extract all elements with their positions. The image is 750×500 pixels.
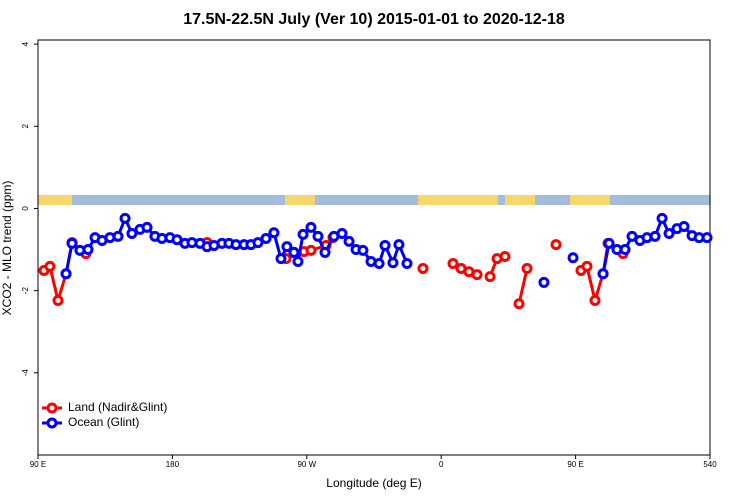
point [119, 212, 131, 224]
point [589, 295, 601, 307]
point [538, 276, 550, 288]
point [447, 258, 459, 270]
point [603, 237, 615, 249]
point [343, 235, 355, 247]
chart-title: 17.5N-22.5N July (Ver 10) 2015-01-01 to … [183, 11, 565, 28]
point [417, 262, 429, 274]
point [126, 228, 138, 240]
point [513, 298, 525, 310]
point [379, 239, 391, 251]
x-tick-label: 180 [166, 460, 180, 469]
legend-label: Land (Nadir&Glint) [68, 400, 167, 414]
legend-label: Ocean (Glint) [68, 415, 139, 429]
point [387, 257, 399, 269]
series-line [43, 236, 624, 307]
y-tick-label: -2 [21, 287, 30, 295]
y-axis-label: XCO2 - MLO trend (ppm) [0, 181, 14, 316]
point [373, 258, 385, 270]
x-axis-label: Longitude (deg E) [326, 476, 421, 490]
point [581, 260, 593, 272]
point [292, 255, 304, 267]
plot-frame [37, 39, 711, 456]
x-tick-label: 90 W [297, 460, 316, 469]
point [319, 246, 331, 258]
point [281, 241, 293, 253]
point [66, 237, 78, 249]
point [357, 244, 369, 256]
point [288, 246, 300, 258]
point [567, 252, 579, 264]
y-tick-label: -4 [21, 369, 30, 377]
point [597, 268, 609, 280]
point [336, 228, 348, 240]
point [471, 269, 483, 281]
point [112, 230, 124, 242]
point [305, 244, 317, 256]
point [297, 228, 309, 240]
point [52, 295, 64, 307]
point [268, 227, 280, 239]
point [260, 232, 272, 244]
legend-marker [46, 402, 58, 414]
x-tick-label: 90 E [30, 460, 46, 469]
y-tick-label: 0 [21, 206, 30, 211]
point [484, 271, 496, 283]
point [663, 228, 675, 240]
point [619, 244, 631, 256]
point [499, 251, 511, 263]
x-tick-label: 540 [703, 460, 717, 469]
point [305, 221, 317, 233]
legend-marker [46, 417, 58, 429]
point [393, 239, 405, 251]
point [60, 268, 72, 280]
x-tick-label: 0 [439, 460, 444, 469]
point [678, 221, 690, 233]
point [252, 237, 264, 249]
point [521, 262, 533, 274]
point [550, 239, 562, 251]
y-tick-label: 4 [21, 41, 30, 46]
x-tick-label: 90 E [567, 460, 583, 469]
point [401, 258, 413, 270]
point [649, 230, 661, 242]
point [141, 221, 153, 233]
land-ocean-strip [38, 195, 710, 205]
point [312, 230, 324, 242]
point [626, 230, 638, 242]
point [44, 260, 56, 272]
y-tick-label: 2 [21, 124, 30, 129]
point [82, 244, 94, 256]
point [701, 232, 713, 244]
point [656, 212, 668, 224]
point [275, 253, 287, 265]
